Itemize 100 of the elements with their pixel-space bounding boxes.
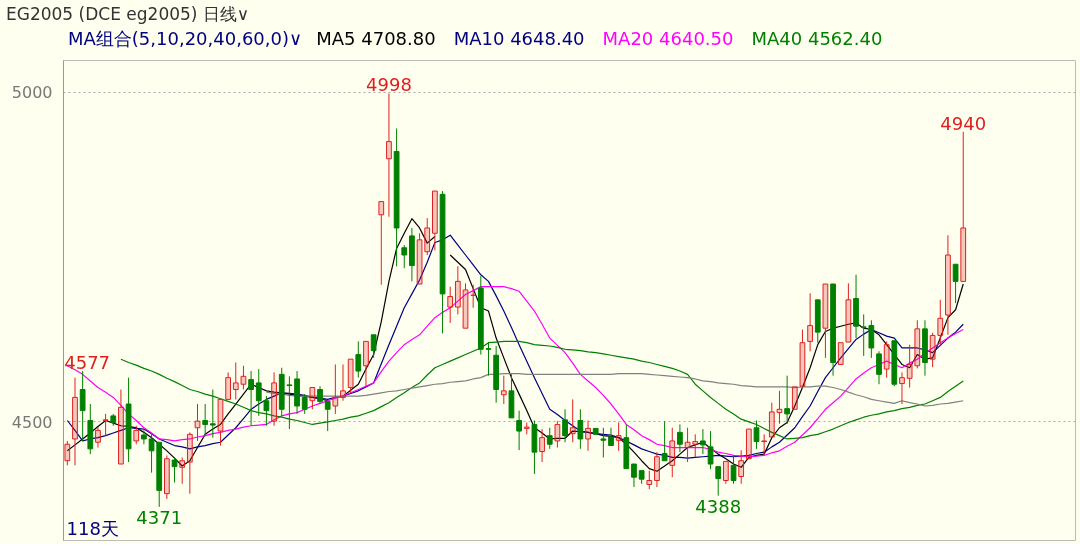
candlestick xyxy=(623,423,630,470)
candlestick xyxy=(937,299,944,346)
candlestick xyxy=(592,427,599,435)
candlestick xyxy=(110,413,117,427)
candlestick xyxy=(393,127,400,267)
candlestick xyxy=(301,393,308,415)
candlestick xyxy=(439,190,446,334)
candlestick xyxy=(386,92,392,218)
candlestick xyxy=(646,470,653,490)
y-tick-label: 4500 xyxy=(11,412,53,432)
candlestick xyxy=(945,234,951,336)
candlestick xyxy=(317,385,323,405)
chart-subtitle: MA组合(5,10,20,40,60,0)∨ xyxy=(68,28,303,49)
text: MA40 4562.40 xyxy=(751,28,883,49)
candlestick xyxy=(745,428,752,460)
candlestick xyxy=(791,386,798,410)
candlestick xyxy=(508,373,515,419)
annotation: 118天 xyxy=(66,517,119,539)
candlestick xyxy=(263,395,270,427)
candlestick xyxy=(401,244,408,269)
candlestick xyxy=(700,428,706,455)
candlestick xyxy=(585,420,591,452)
candlestick xyxy=(814,299,821,344)
candlestick xyxy=(454,265,461,315)
candlestick xyxy=(554,420,561,449)
candlestick xyxy=(171,456,178,483)
candlestick xyxy=(79,370,86,442)
candlestick xyxy=(546,427,553,450)
candlestick xyxy=(807,292,813,352)
candlestick xyxy=(853,274,859,339)
candlestick xyxy=(922,319,928,377)
candlestick xyxy=(952,263,959,304)
candlestick xyxy=(72,377,78,466)
candlestick xyxy=(600,427,607,458)
candlestick xyxy=(225,371,232,400)
candlestick xyxy=(654,451,660,488)
candlestick xyxy=(255,368,262,417)
candlestick xyxy=(899,371,905,405)
candlestick xyxy=(761,433,768,455)
candlestick xyxy=(271,371,277,427)
candlestick xyxy=(730,454,737,485)
candlestick xyxy=(240,365,247,391)
candlestick xyxy=(102,413,109,437)
candlestick xyxy=(631,463,637,488)
candlestick xyxy=(562,408,568,443)
text: MA10 4648.40 xyxy=(453,28,585,49)
candlestick xyxy=(799,329,806,387)
text: MA20 4640.50 xyxy=(602,28,734,49)
candlestick xyxy=(363,340,369,387)
candlestick xyxy=(516,410,522,451)
candlestick xyxy=(692,433,699,458)
candlestick xyxy=(615,421,622,452)
candlestick xyxy=(248,370,254,427)
candlestick xyxy=(768,402,775,438)
candlestick xyxy=(722,460,729,485)
candlestick xyxy=(493,345,500,404)
text: MA5 4708.80 xyxy=(316,28,436,49)
candlestick xyxy=(378,201,385,286)
candlestick xyxy=(186,431,193,495)
candlestick xyxy=(324,400,331,432)
candlestick xyxy=(432,190,438,251)
candlestick xyxy=(447,286,454,324)
candlestick xyxy=(202,403,209,437)
annotation: 4998 xyxy=(366,74,412,96)
candlestick xyxy=(784,375,790,425)
candlestick xyxy=(707,430,714,470)
candlestick xyxy=(141,429,147,445)
candlestick xyxy=(539,428,545,463)
annotation: 4388 xyxy=(695,495,742,517)
candlestick xyxy=(194,403,201,442)
chart-title: EG2005 (DCE eg2005) 日线∨ xyxy=(5,3,251,26)
candlestick xyxy=(906,344,913,389)
candlestick xyxy=(684,427,691,463)
candlestick xyxy=(332,363,339,415)
candlestick xyxy=(837,342,844,365)
candlestick xyxy=(179,456,186,485)
candlestick xyxy=(876,350,882,385)
candlestick xyxy=(822,283,829,359)
candlestick xyxy=(340,363,346,402)
candlestick xyxy=(500,375,507,405)
candlestick xyxy=(409,227,415,282)
candlestick xyxy=(677,423,683,453)
candlestick xyxy=(883,340,890,379)
candlestick xyxy=(232,361,239,400)
candlestick xyxy=(830,283,836,377)
candlestick xyxy=(217,398,224,447)
candlestick xyxy=(294,370,300,415)
annotation: 4940 xyxy=(940,112,987,134)
candlestick xyxy=(523,421,530,435)
candlestick xyxy=(608,427,614,447)
candlestick xyxy=(125,377,132,463)
candlestick xyxy=(424,217,431,256)
candlestick xyxy=(661,420,668,462)
candlestick xyxy=(118,389,124,465)
candlestick xyxy=(347,358,354,394)
candlestick xyxy=(669,427,676,478)
y-tick-label: 5000 xyxy=(11,83,53,103)
annotation: 4371 xyxy=(136,506,183,528)
candlestick xyxy=(715,466,722,497)
candlestick xyxy=(845,282,852,343)
